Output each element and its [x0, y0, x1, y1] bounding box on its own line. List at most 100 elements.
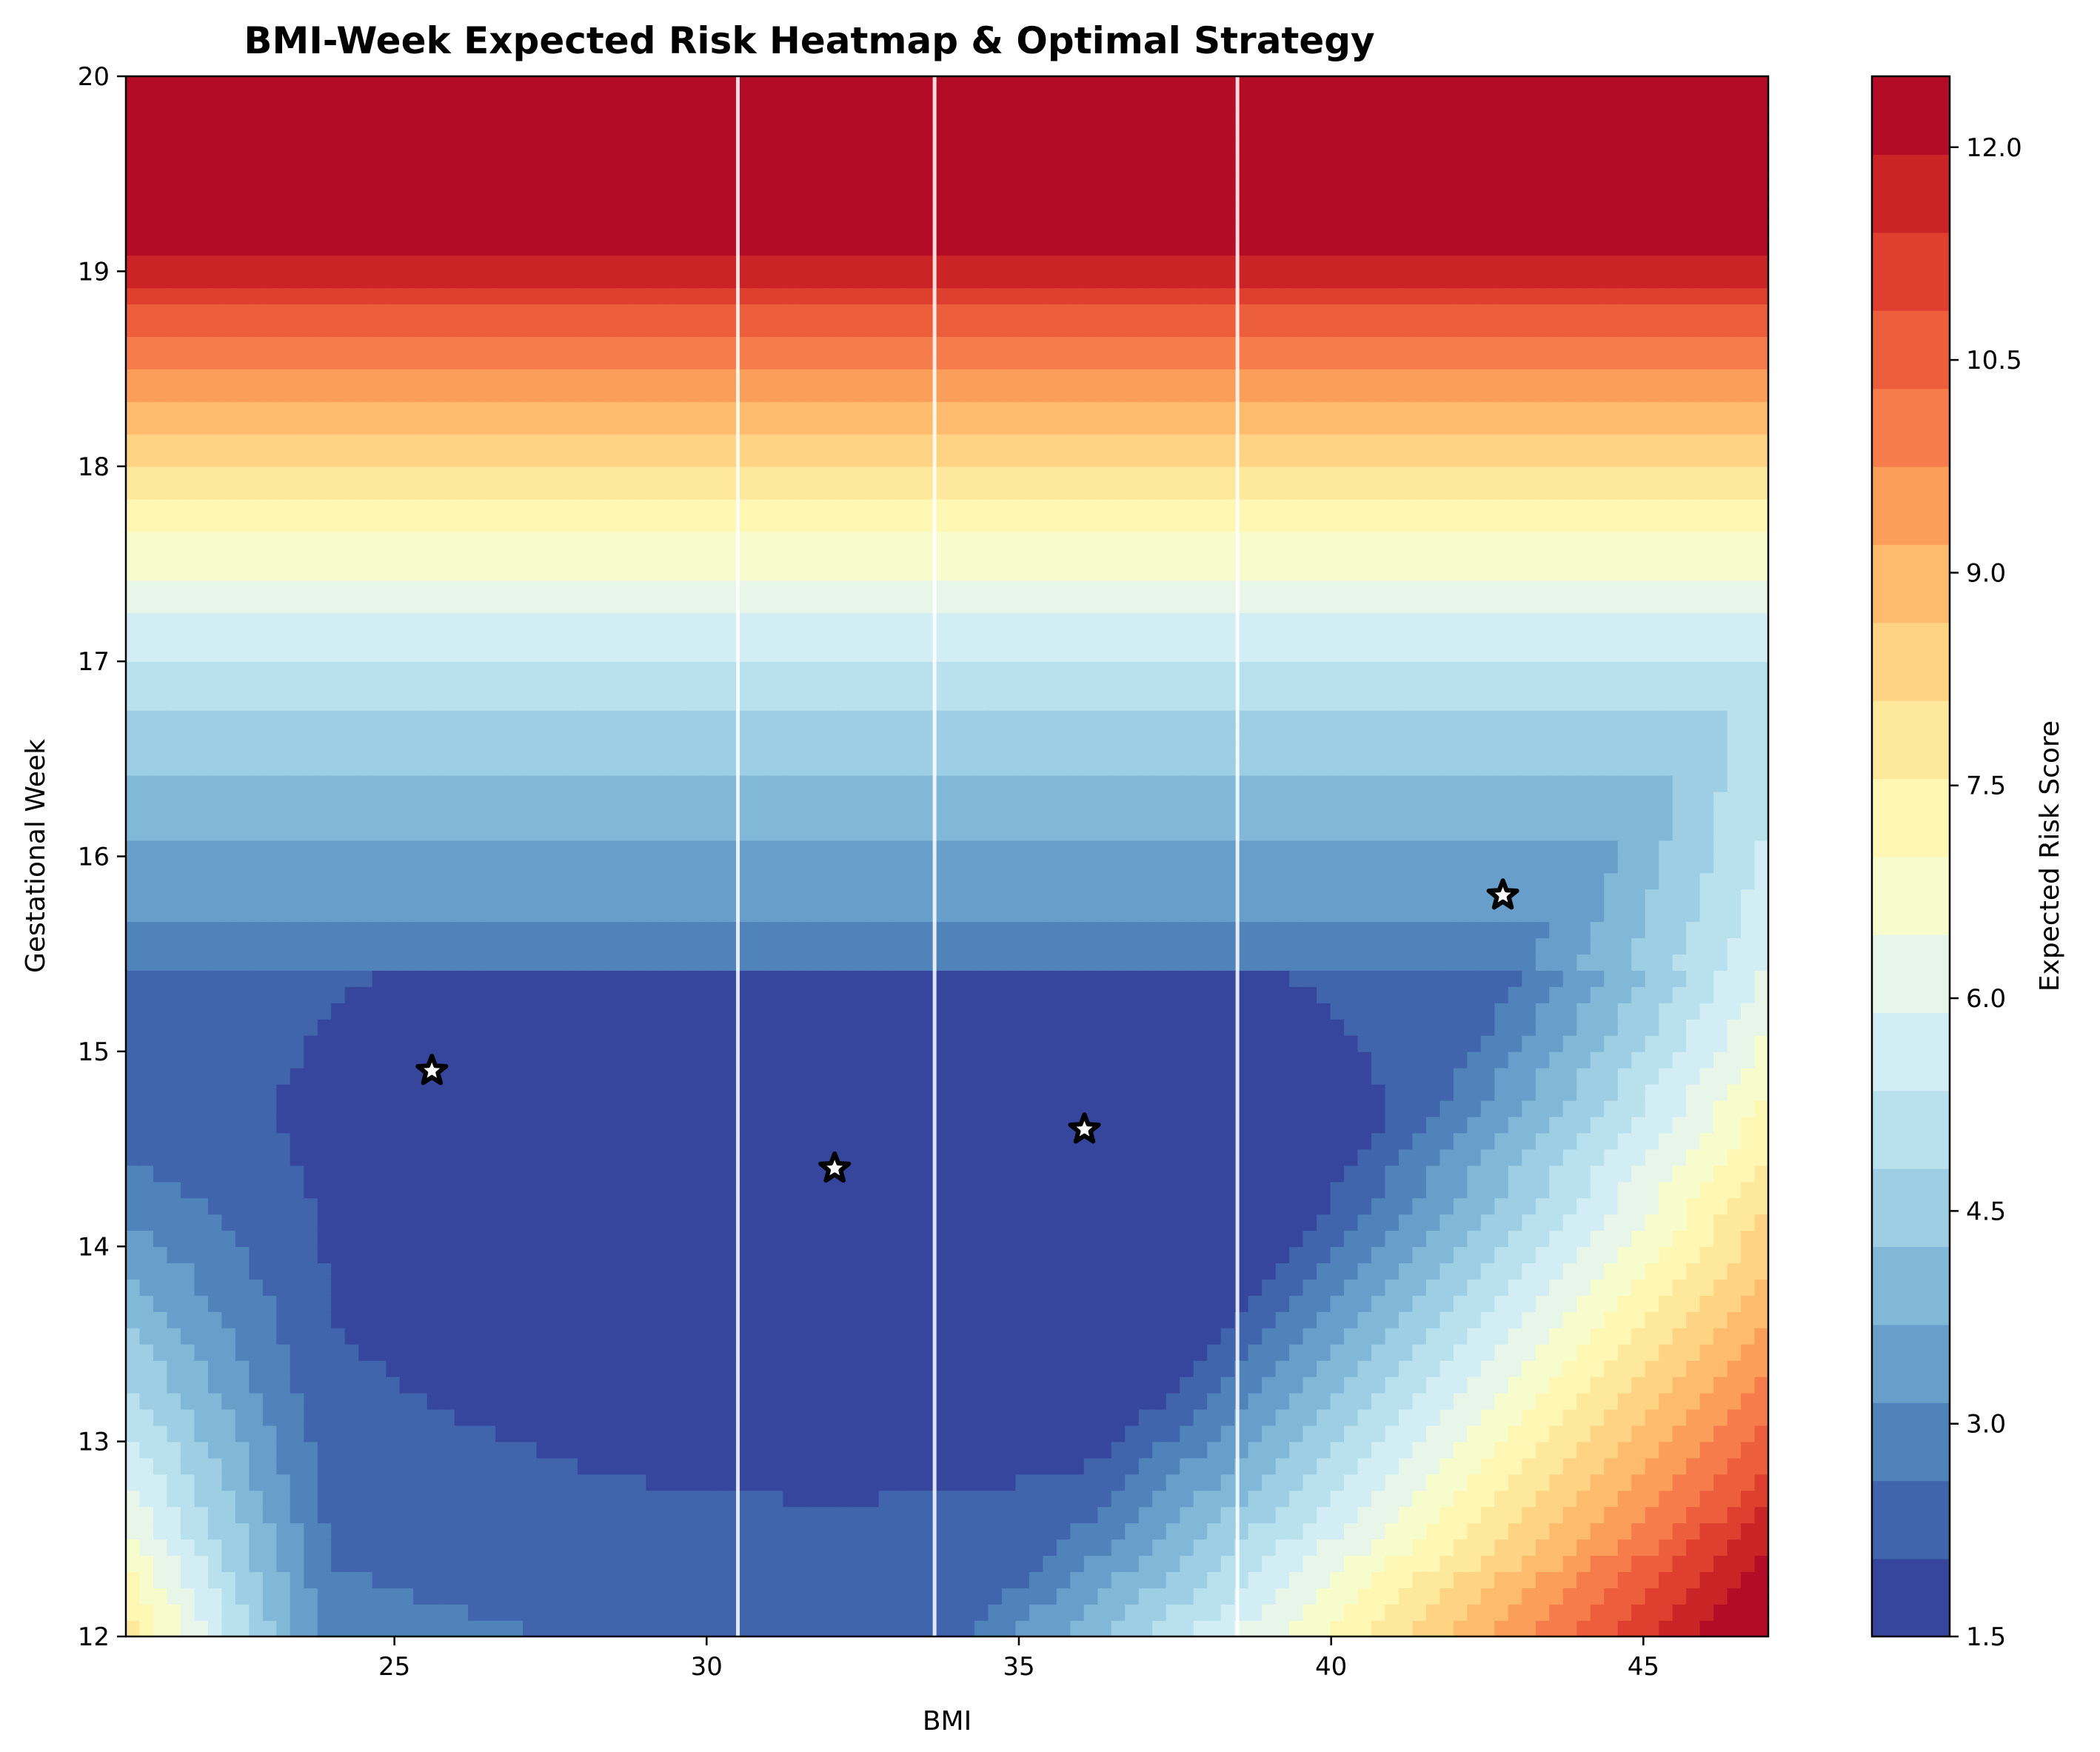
heatmap-cell	[659, 1083, 675, 1101]
heatmap-cell	[290, 1165, 305, 1183]
heatmap-cell	[153, 905, 168, 923]
heatmap-cell	[604, 1392, 620, 1410]
heatmap-cell	[591, 206, 606, 224]
heatmap-cell	[591, 124, 606, 142]
heatmap-cell	[564, 1571, 578, 1588]
heatmap-cell	[317, 304, 332, 321]
heatmap-cell	[495, 791, 510, 809]
heatmap-cell	[659, 840, 675, 857]
heatmap-cell	[646, 1279, 661, 1296]
heatmap-cell	[317, 173, 332, 191]
heatmap-cell	[317, 449, 332, 467]
heatmap-cell	[618, 775, 633, 792]
heatmap-cell	[509, 336, 524, 353]
heatmap-cell	[454, 1620, 469, 1636]
heatmap-cell	[221, 1034, 236, 1052]
heatmap-cell	[618, 92, 633, 110]
heatmap-cell	[728, 1132, 743, 1150]
heatmap-cell	[509, 1620, 524, 1636]
heatmap-cell	[153, 385, 168, 402]
heatmap-cell	[810, 515, 825, 532]
heatmap-cell	[468, 401, 483, 418]
heatmap-cell	[153, 124, 168, 142]
heatmap-cell	[755, 1539, 770, 1557]
heatmap-cell	[536, 1197, 551, 1215]
heatmap-cell	[728, 1263, 743, 1280]
heatmap-cell	[399, 1165, 414, 1183]
heatmap-cell	[304, 921, 318, 939]
heatmap-cell	[810, 1604, 825, 1621]
heatmap-cell	[755, 1067, 770, 1085]
heatmap-cell	[549, 498, 565, 516]
heatmap-cell	[235, 336, 250, 353]
heatmap-cell	[358, 1230, 373, 1248]
heatmap-cell	[495, 709, 510, 727]
heatmap-cell	[810, 807, 825, 825]
heatmap-cell	[331, 807, 346, 825]
heatmap-cell	[686, 515, 702, 532]
heatmap-cell	[646, 872, 661, 890]
heatmap-cell	[317, 531, 332, 549]
heatmap-cell	[523, 1441, 538, 1459]
heatmap-cell	[413, 1083, 428, 1101]
heatmap-cell	[536, 775, 551, 792]
heatmap-cell	[646, 596, 661, 614]
heatmap-cell	[358, 1263, 373, 1280]
heatmap-cell	[700, 271, 715, 289]
heatmap-cell	[126, 661, 141, 678]
heatmap-cell	[591, 1506, 606, 1524]
heatmap-cell	[536, 369, 551, 386]
heatmap-cell	[194, 1149, 209, 1166]
heatmap-cell	[577, 222, 592, 240]
heatmap-cell	[673, 1214, 688, 1231]
heatmap-cell	[659, 1067, 675, 1085]
heatmap-cell	[673, 287, 688, 305]
heatmap-cell	[536, 482, 551, 500]
heatmap-cell	[481, 190, 496, 207]
heatmap-cell	[153, 320, 168, 337]
heatmap-cell	[454, 1003, 469, 1020]
heatmap-cell	[153, 1539, 168, 1557]
heatmap-cell	[413, 1441, 428, 1459]
heatmap-cell	[427, 401, 441, 418]
chart-title: BMI-Week Expected Risk Heatmap & Optimal…	[244, 19, 1374, 62]
heatmap-cell	[317, 645, 332, 662]
heatmap-cell	[646, 1490, 661, 1508]
heatmap-cell	[139, 433, 154, 451]
heatmap-cell	[810, 222, 825, 240]
heatmap-cell	[344, 482, 360, 500]
heatmap-cell	[604, 872, 620, 890]
heatmap-cell	[153, 726, 168, 743]
heatmap-cell	[646, 1132, 661, 1150]
heatmap-cell	[276, 1311, 291, 1328]
heatmap-cell	[331, 417, 346, 435]
heatmap-cell	[441, 124, 455, 142]
heatmap-cell	[728, 433, 743, 451]
heatmap-cell	[262, 1522, 278, 1540]
heatmap-cell	[577, 921, 592, 939]
heatmap-cell	[523, 222, 538, 240]
heatmap-cell	[276, 124, 291, 142]
heatmap-cell	[536, 498, 551, 516]
heatmap-cell	[673, 1360, 688, 1377]
heatmap-cell	[468, 937, 483, 954]
heatmap-cell	[372, 937, 387, 954]
heatmap-cell	[700, 255, 715, 273]
heatmap-cell	[632, 108, 647, 126]
heatmap-cell	[783, 775, 797, 792]
heatmap-cell	[454, 970, 469, 987]
heatmap-cell	[207, 449, 223, 467]
heatmap-cell	[221, 629, 236, 646]
heatmap-cell	[741, 190, 757, 207]
heatmap-cell	[796, 547, 811, 565]
heatmap-cell	[523, 1230, 538, 1248]
heatmap-cell	[441, 515, 455, 532]
heatmap-cell	[221, 1132, 236, 1150]
heatmap-cell	[618, 1181, 633, 1199]
heatmap-cell	[331, 1263, 346, 1280]
heatmap-cell	[823, 449, 838, 467]
heatmap-cell	[549, 596, 565, 614]
heatmap-cell	[741, 1034, 757, 1052]
heatmap-cell	[564, 807, 578, 825]
heatmap-cell	[262, 564, 278, 581]
